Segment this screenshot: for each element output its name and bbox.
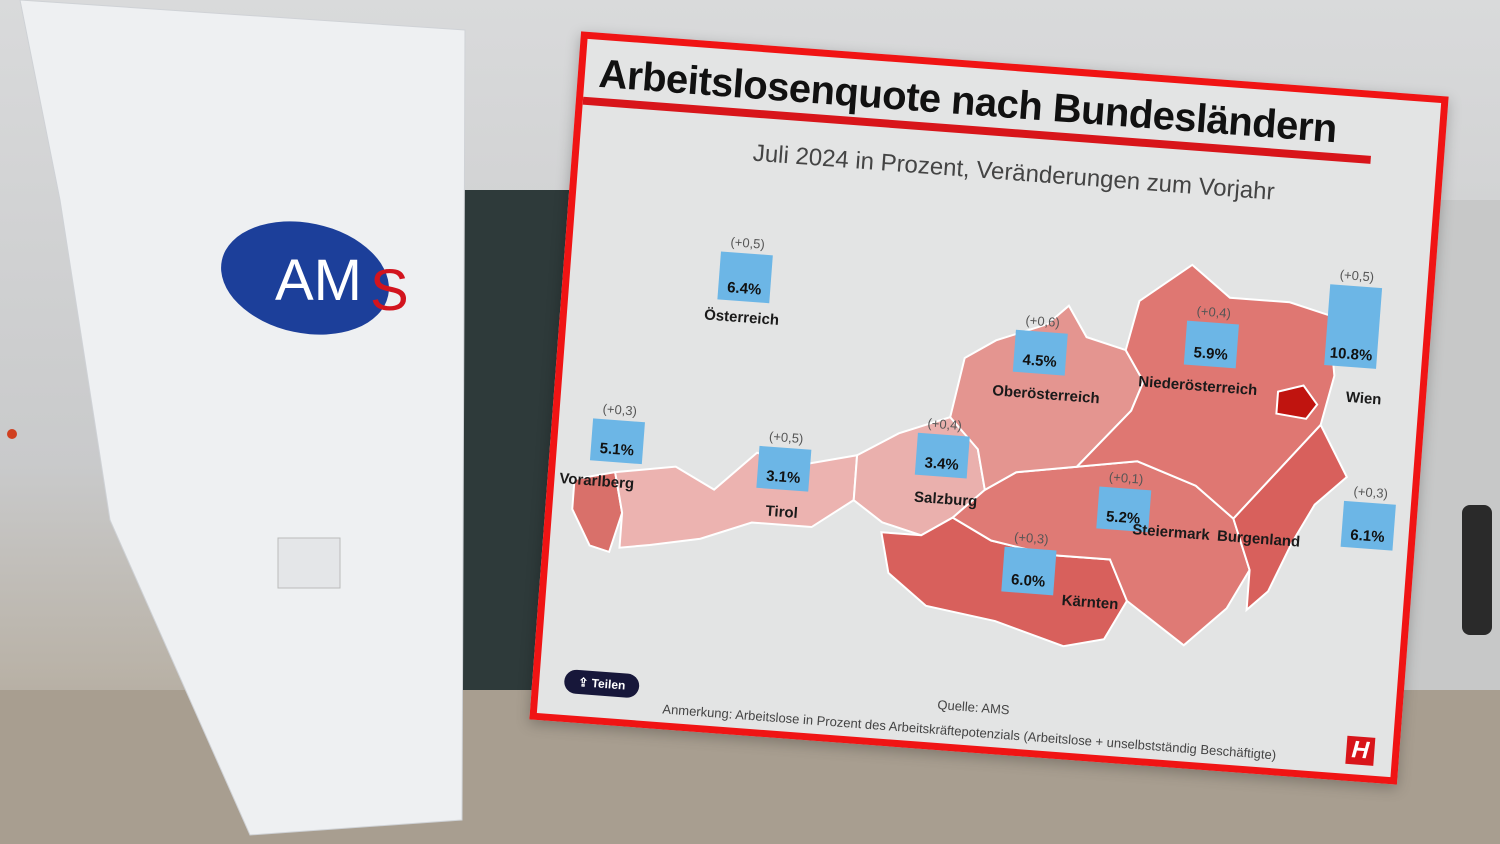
bar-value: 6.1% [1349,526,1386,546]
pillar [19,0,466,836]
bar-value: 6.4% [726,279,762,299]
bar-value: 3.4% [923,454,960,474]
alarm-button [7,429,17,439]
bar-kaernten: 6.0% [1001,546,1057,596]
bar-value: 6.0% [1010,571,1046,591]
ams-logo-text: AM [275,248,362,313]
publisher-logo: H [1345,735,1376,766]
bar-value: 5.1% [599,439,635,460]
svg-text:S: S [370,258,409,323]
bar-oberoesterreich: 4.5% [1012,329,1068,376]
bar-value: 4.5% [1021,351,1058,371]
bar-vorarlberg: 5.1% [589,418,645,465]
region-label-tirol: Tirol [765,502,799,522]
bar-burgenland: 6.1% [1340,501,1396,551]
bar-salzburg: 3.4% [914,432,970,479]
mailbox [277,537,341,589]
infographic-card: Arbeitslosenquote nach Bundesländern Jul… [529,31,1449,785]
bar-value: 3.1% [765,467,801,488]
bar-oesterreich: 6.4% [717,251,773,304]
region-tirol[interactable] [610,437,859,565]
bar-wien: 10.8% [1324,284,1383,369]
bar-value: 5.9% [1192,344,1229,364]
region-burgenland[interactable] [1227,419,1351,617]
bar-value: 10.8% [1329,344,1373,365]
austria-map [571,263,1351,648]
person [1462,505,1492,635]
region-label-wien: Wien [1345,388,1383,409]
bar-niederoesterreich: 5.9% [1183,320,1239,369]
region-wien[interactable] [1275,384,1319,420]
bar-tirol: 3.1% [756,445,812,492]
ams-logo-ellipse [221,221,389,335]
